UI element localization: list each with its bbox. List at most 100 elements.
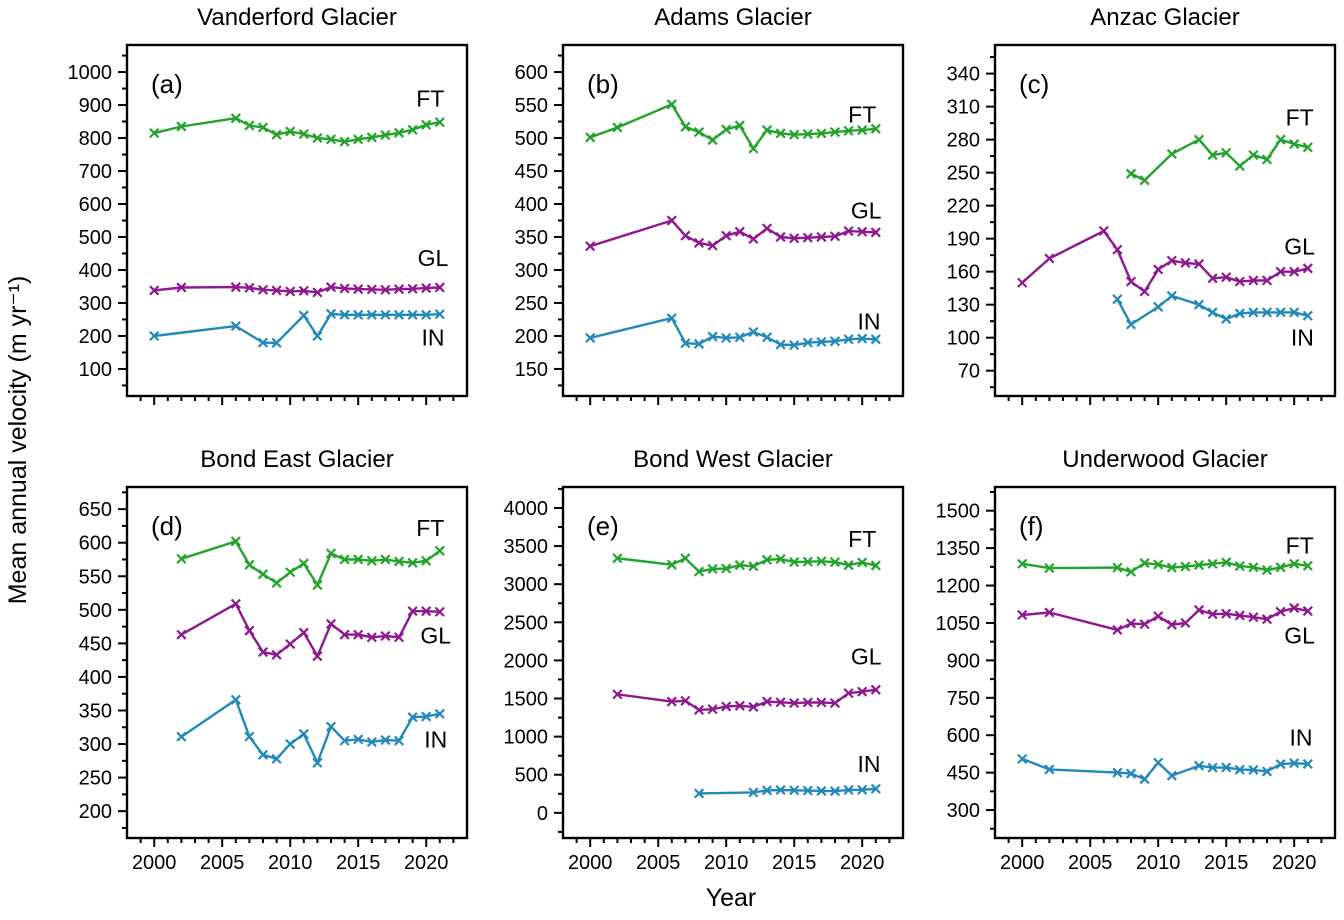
x-marker xyxy=(312,132,323,144)
x-marker xyxy=(1248,562,1259,573)
x-marker xyxy=(1017,753,1028,764)
y-tick-label: 280 xyxy=(947,130,980,152)
x-marker xyxy=(312,651,323,662)
x-marker xyxy=(666,215,677,226)
x-marker xyxy=(761,696,773,707)
x-marker xyxy=(1289,307,1300,318)
x-tick-label: 2015 xyxy=(1204,852,1249,874)
y-tick-label: 1000 xyxy=(68,62,113,84)
x-marker xyxy=(285,126,296,137)
y-tick-label: 1200 xyxy=(936,576,981,598)
panel-letter: (b) xyxy=(587,69,619,99)
y-tick-label: 100 xyxy=(79,359,112,381)
y-tick-label: 500 xyxy=(515,765,548,787)
x-marker xyxy=(1289,266,1300,277)
y-tick-label: 250 xyxy=(79,768,112,790)
x-marker xyxy=(271,753,282,764)
x-marker xyxy=(666,99,677,110)
y-tick-label: 600 xyxy=(947,725,980,747)
x-tick-label: 2010 xyxy=(1136,852,1181,874)
x-marker xyxy=(802,785,813,796)
x-marker xyxy=(1289,558,1300,569)
series-markers-gl xyxy=(1017,225,1313,297)
y-tick-label: 1000 xyxy=(504,727,549,749)
x-marker xyxy=(680,230,691,241)
x-marker xyxy=(1234,308,1245,319)
x-marker xyxy=(857,557,868,568)
x-marker xyxy=(1112,244,1123,255)
x-marker xyxy=(1112,767,1123,778)
x-marker xyxy=(1125,168,1137,179)
x-marker xyxy=(748,701,759,712)
x-marker xyxy=(802,337,813,348)
x-marker xyxy=(1044,562,1055,574)
x-marker xyxy=(666,559,677,570)
x-marker xyxy=(748,787,759,798)
series-label-in: IN xyxy=(1290,725,1313,751)
x-marker xyxy=(680,338,691,349)
x-marker xyxy=(1153,757,1164,768)
x-marker xyxy=(870,334,881,345)
x-marker xyxy=(666,313,677,324)
y-tick-label: 1050 xyxy=(936,613,981,635)
x-marker xyxy=(1125,768,1137,779)
y-tick-label: 200 xyxy=(79,801,112,823)
x-marker xyxy=(870,123,881,134)
series-label-in: IN xyxy=(1291,325,1314,351)
x-marker xyxy=(1166,290,1177,301)
x-marker xyxy=(802,232,813,243)
series-markers-in xyxy=(1017,753,1313,785)
x-marker xyxy=(748,233,759,245)
y-tick-label: 500 xyxy=(79,600,112,622)
y-tick-label: 450 xyxy=(515,161,548,183)
x-marker xyxy=(1139,619,1150,630)
x-marker xyxy=(734,560,745,571)
x-marker xyxy=(1207,762,1218,773)
y-tick-label: 400 xyxy=(79,260,112,282)
x-marker xyxy=(244,731,255,742)
y-tick-label: 2000 xyxy=(504,650,549,672)
plot-box xyxy=(993,43,1337,398)
x-marker xyxy=(230,536,241,547)
x-marker xyxy=(789,233,800,244)
x-marker xyxy=(421,119,432,130)
x-marker xyxy=(1139,774,1150,785)
x-marker xyxy=(1221,147,1232,158)
x-marker xyxy=(1275,134,1286,145)
panel-title: Underwood Glacier xyxy=(1062,446,1267,473)
x-marker xyxy=(325,282,337,293)
x-marker xyxy=(244,625,255,636)
x-marker xyxy=(1261,766,1273,777)
x-marker xyxy=(298,128,309,140)
series-markers-in xyxy=(176,694,445,768)
x-marker xyxy=(707,134,718,146)
x-marker xyxy=(176,553,187,564)
series-markers-in xyxy=(693,783,881,799)
x-marker xyxy=(407,606,418,617)
series-line-ft xyxy=(589,103,877,150)
x-marker xyxy=(775,339,786,350)
panel-grid: Vanderford Glacier1002003004005006007008… xyxy=(68,4,1337,874)
x-marker xyxy=(870,783,881,794)
series-label-gl: GL xyxy=(851,644,882,670)
x-marker xyxy=(1275,266,1286,277)
x-tick-label: 2010 xyxy=(704,852,749,874)
x-marker xyxy=(816,128,827,139)
panel-f: Underwood Glacier 300 450 600 750 900 1050 1200… xyxy=(936,446,1337,874)
y-tick-label: 300 xyxy=(515,260,548,282)
x-marker xyxy=(366,555,377,566)
x-marker xyxy=(870,227,881,238)
x-marker xyxy=(244,282,255,293)
x-marker xyxy=(230,598,241,609)
y-tick-label: 2500 xyxy=(504,612,549,634)
x-marker xyxy=(1221,557,1232,568)
y-tick-label: 220 xyxy=(947,196,980,218)
x-marker xyxy=(734,226,745,237)
x-marker xyxy=(612,553,623,564)
x-marker xyxy=(1166,770,1177,781)
x-marker xyxy=(421,711,432,722)
y-tick-label: 200 xyxy=(79,326,112,348)
x-marker xyxy=(434,708,445,719)
y-tick-label: 1350 xyxy=(936,538,981,560)
